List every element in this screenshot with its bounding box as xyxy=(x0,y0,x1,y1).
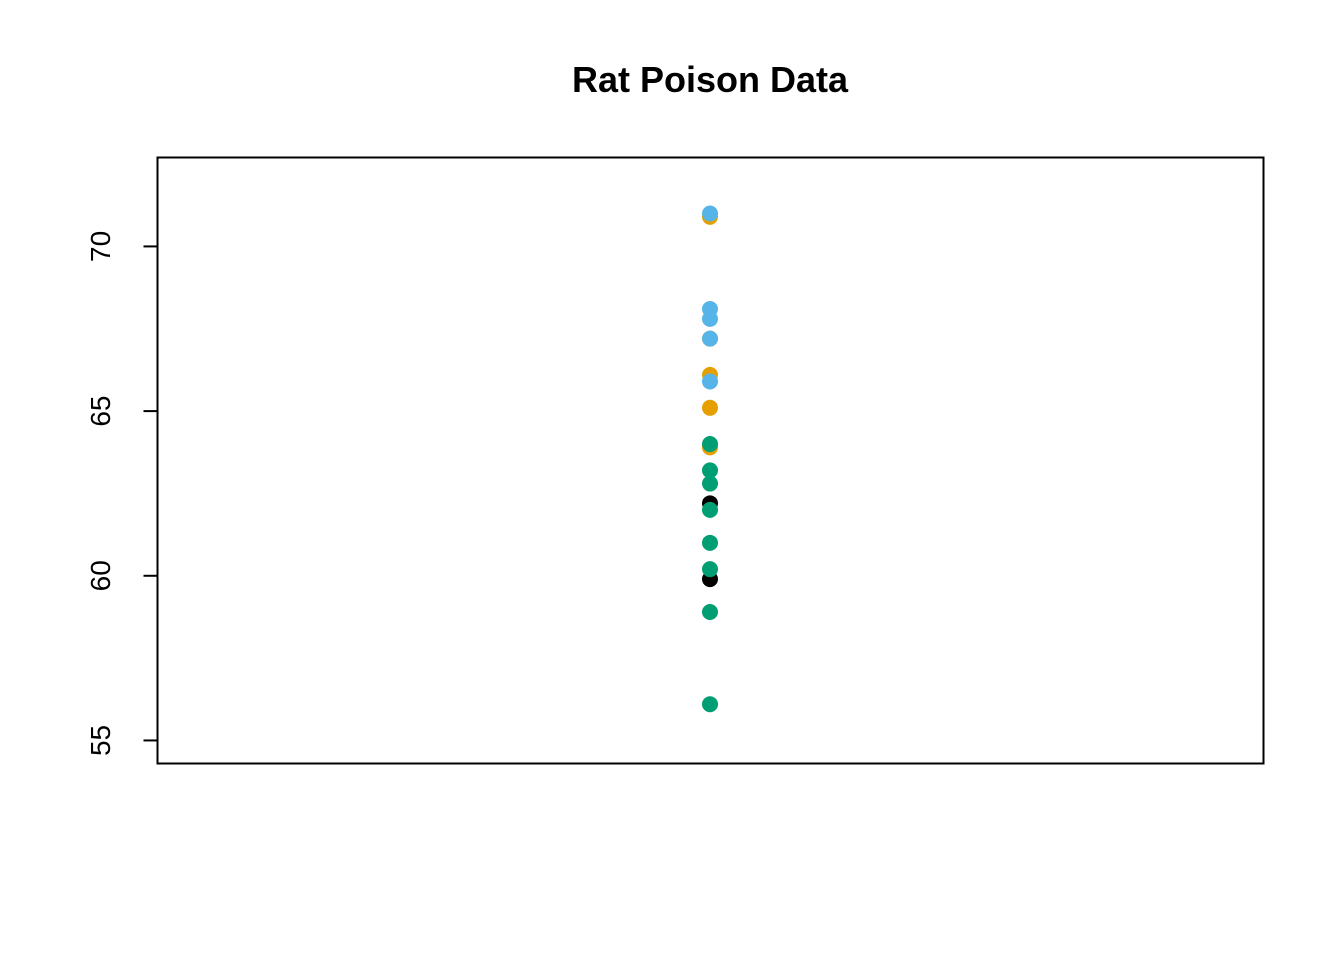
data-point xyxy=(702,534,718,551)
data-point xyxy=(702,205,718,222)
data-point xyxy=(702,330,718,347)
data-point xyxy=(702,373,718,390)
data-points xyxy=(702,205,718,713)
data-point xyxy=(702,501,718,518)
data-point xyxy=(702,604,718,620)
chart-title: Rat Poison Data xyxy=(572,59,849,100)
data-point xyxy=(702,696,718,713)
plot-frame xyxy=(156,156,1265,765)
data-point xyxy=(702,436,718,453)
y-tick-label: 65 xyxy=(85,396,116,427)
data-point xyxy=(702,399,718,416)
data-point xyxy=(702,462,718,479)
y-tick-label: 60 xyxy=(85,560,116,591)
y-tick-label: 55 xyxy=(85,725,116,756)
data-point xyxy=(702,561,718,578)
data-point xyxy=(702,310,718,327)
data-point xyxy=(702,475,718,492)
y-tick-label: 70 xyxy=(85,231,116,262)
y-axis: 55 60 65 70 xyxy=(85,231,159,756)
